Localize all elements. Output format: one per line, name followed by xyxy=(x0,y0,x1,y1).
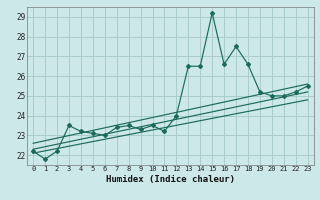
X-axis label: Humidex (Indice chaleur): Humidex (Indice chaleur) xyxy=(106,175,235,184)
